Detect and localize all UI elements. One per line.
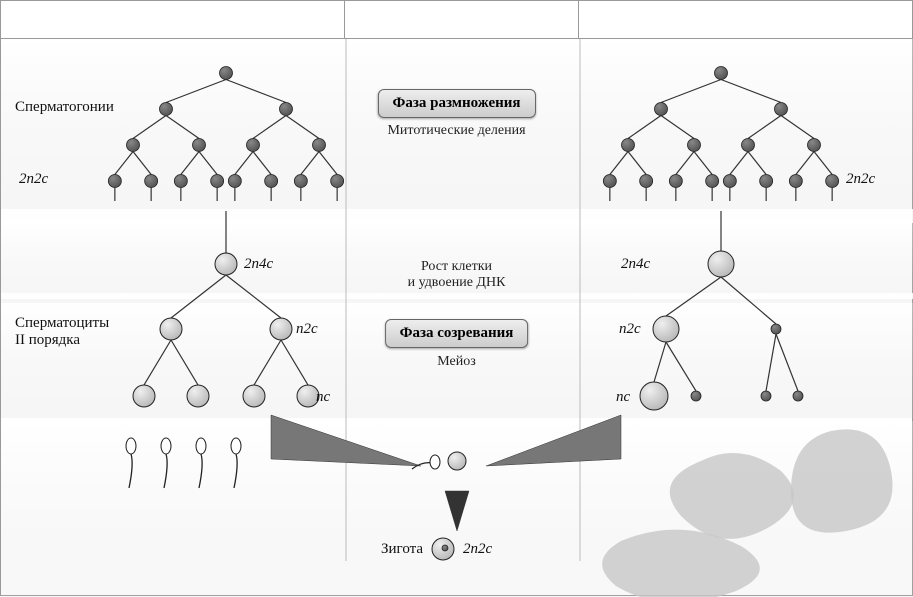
mid-growth: Рост клетки и удвоение ДНК xyxy=(408,259,506,291)
label-2n4c-right: 2n4c xyxy=(621,256,650,273)
label-n2c-right: n2c xyxy=(619,321,641,338)
label-nc-right: nc xyxy=(616,389,630,406)
label-2n4c-left: 2n4c xyxy=(244,256,273,273)
label-2n2c-left: 2n2c xyxy=(19,171,48,188)
mid-mitotic: Митотические деления xyxy=(387,123,525,139)
mid-meiosis: Мейоз xyxy=(437,354,476,370)
label-zygote: Зигота xyxy=(381,541,423,558)
diagram-root: Фаза размножения Митотические деления Ро… xyxy=(0,0,913,596)
phase-mature: Фаза созревания xyxy=(385,319,529,348)
label-spermatogonia: Сперматогонии xyxy=(15,99,114,116)
label-2n2c-right: 2n2c xyxy=(846,171,875,188)
label-spermatocytes-ii: Сперматоциты II порядка xyxy=(15,315,109,349)
label-2n2c-zygote: 2n2c xyxy=(463,541,492,558)
label-nc-left: nc xyxy=(316,389,330,406)
phase-multiply: Фаза размножения xyxy=(377,89,535,118)
label-n2c-left: n2c xyxy=(296,321,318,338)
